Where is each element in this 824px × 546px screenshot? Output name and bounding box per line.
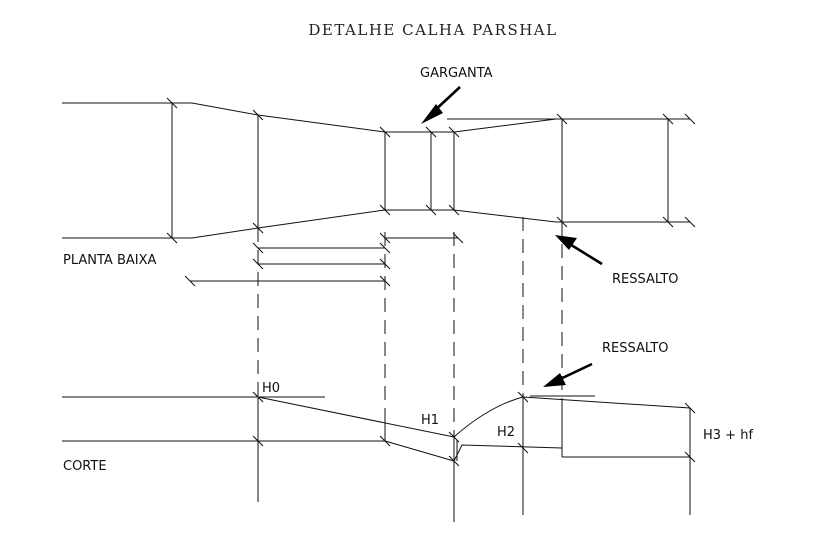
section-view: RESSALTO H0 H1 H2 H3 + hf CORTE xyxy=(62,341,753,522)
ressalto-plan-arrow xyxy=(555,235,603,266)
section-tick-marks xyxy=(252,391,696,467)
section-floor-throat xyxy=(384,440,455,462)
planta-baixa-label: PLANTA BAIXA xyxy=(63,253,157,268)
projection-lines xyxy=(257,217,563,438)
section-hydraulic-jump-curve xyxy=(453,396,524,438)
ressalto-plan-label: RESSALTO xyxy=(612,272,679,287)
h3-label: H3 + hf xyxy=(703,428,753,443)
ressalto-section-label: RESSALTO xyxy=(602,341,669,356)
plan-dimension-lines xyxy=(184,232,464,287)
garganta-arrow xyxy=(421,86,461,124)
plan-bottom-outline xyxy=(62,209,690,239)
garganta-label: GARGANTA xyxy=(420,66,493,81)
diagram-title: DETALHE CALHA PARSHAL xyxy=(308,21,557,39)
plan-view: GARGANTA RESSALTO PLANTA BAIXA xyxy=(62,66,696,287)
section-water-profile-2 xyxy=(522,396,691,409)
h2-label: H2 xyxy=(497,425,515,440)
ressalto-section-arrow xyxy=(543,362,593,387)
h1-label: H1 xyxy=(421,413,439,428)
section-floor-mid xyxy=(453,444,563,462)
h0-label: H0 xyxy=(262,381,280,396)
corte-label: CORTE xyxy=(63,459,107,474)
plan-top-outline-right xyxy=(453,118,690,133)
section-water-profile-1 xyxy=(257,396,455,438)
